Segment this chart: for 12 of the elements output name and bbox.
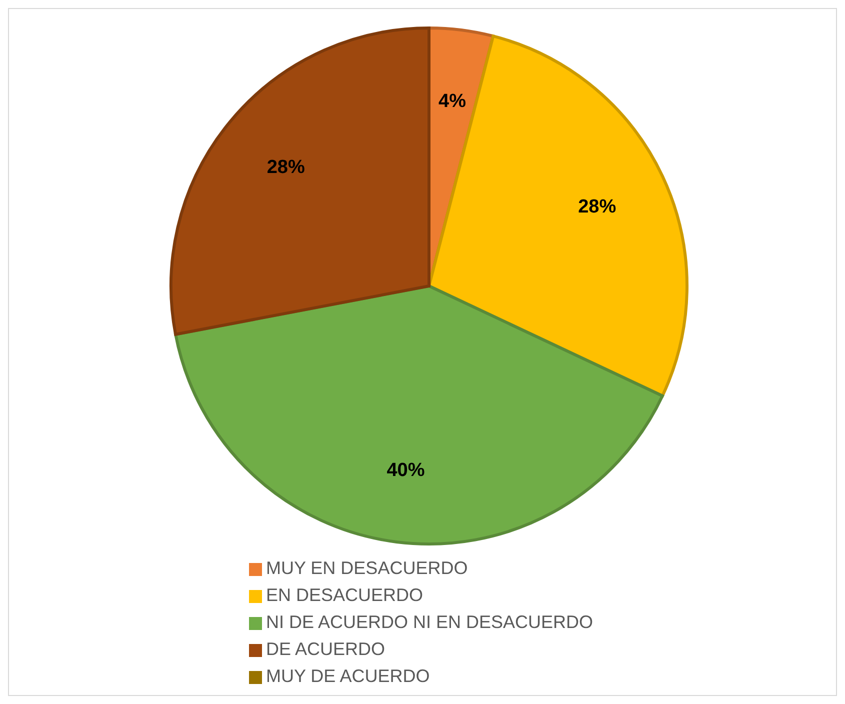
legend-label: NI DE ACUERDO NI EN DESACUERDO <box>266 612 594 632</box>
legend-label: MUY DE ACUERDO <box>266 666 430 686</box>
data-label: 40% <box>386 460 425 481</box>
pie-slice <box>170 26 430 336</box>
pie-slice <box>428 34 688 398</box>
legend-label: DE ACUERDO <box>266 639 386 659</box>
data-label: 4% <box>438 91 466 112</box>
legend-label: MUY EN DESACUERDO <box>266 558 468 578</box>
legend-label: EN DESACUERDO <box>266 585 424 605</box>
data-label: 28% <box>266 157 305 178</box>
data-label: 28% <box>578 196 616 218</box>
pie-slice <box>174 284 664 546</box>
